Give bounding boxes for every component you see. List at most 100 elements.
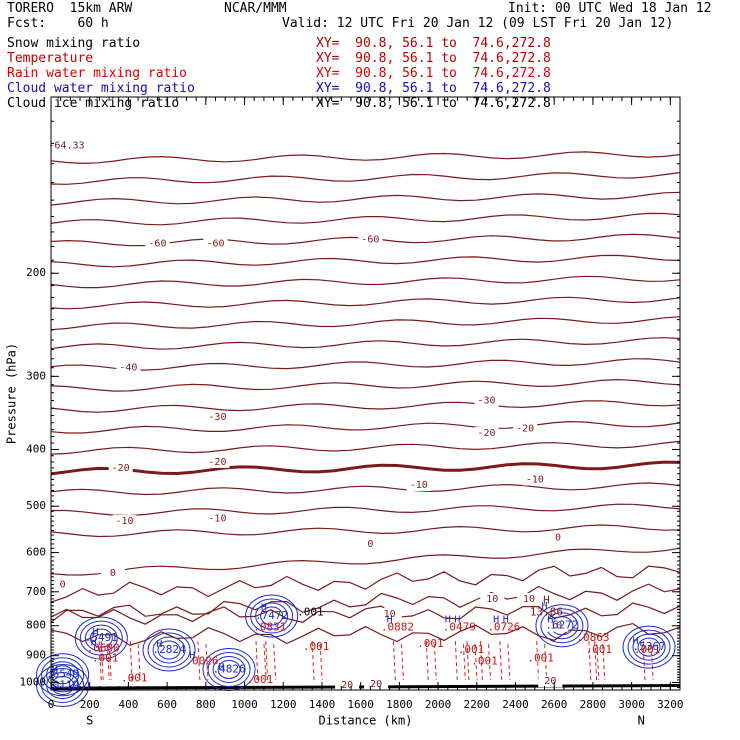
isotherm-label: 0 [60,579,66,590]
cloud-water-contour [260,606,284,626]
isotherm-label: 0 [110,568,116,579]
y-tick-label: 600 [26,546,46,559]
high-marker: H [156,639,162,650]
high-marker: H [503,614,509,625]
legend-snow-xy: XY= 90.8, 56.1 to 74.6,272.8 [316,36,551,51]
cloud-water-contour [147,632,191,668]
x-tick-label: 600 [157,698,177,711]
high-marker: H [92,627,98,638]
cloud-water-contour [535,604,589,648]
snow-max-marker: H [543,594,550,607]
isotherm-label: -20 [112,463,130,474]
isotherm-line [50,358,681,371]
rain-label: .001 [303,640,330,653]
isotherm-line [50,275,681,289]
rain-contour [425,641,437,683]
high-marker: H [261,603,267,614]
x-axis-label: Distance (km) [319,714,413,728]
cloud-water-label: .6272 [545,619,578,632]
isotherm-label: 10 [384,609,396,620]
high-marker: H [454,614,460,625]
cloud-water-contour [627,629,671,665]
cloud-water-label: .0119 [46,679,79,692]
rain-contour [100,641,112,683]
x-tick-label: 1000 [231,698,258,711]
rain-label: .0726 [487,620,520,633]
cloud-water-contour [152,636,186,664]
valid-time: Valid: 12 UTC Fri 20 Jan 12 (09 LST Fri … [282,16,674,31]
isotherm-line [50,212,681,226]
isotherm-line [50,440,681,455]
rain-contour [265,641,277,683]
y-tick-label: 700 [26,585,46,598]
cloud-water-contour [41,668,85,704]
rain-contour [588,641,600,683]
high-marker: H [632,636,638,647]
high-marker: H [547,614,553,625]
rain-label: .001 [458,643,485,656]
isotherm-label: -60 [148,239,166,250]
cloud-water-contour [51,676,75,696]
x-tick-label: 400 [118,698,138,711]
cloud-water-label: .7472 [255,609,288,622]
rain-label: .001 [527,652,554,665]
isotherm-label: -20 [208,457,226,468]
rain-contour [311,641,323,683]
rain-contour [480,641,492,683]
cloud-water-contour [79,620,123,656]
x-tick-label: 1200 [270,698,297,711]
legend-temp-xy: XY= 90.8, 56.1 to 74.6,272.8 [316,51,551,66]
isotherm-line [50,524,681,538]
isotherm-line [50,171,681,185]
x-tick-label: 1600 [347,698,374,711]
x-tick-label: 0 [48,698,55,711]
x-tick-label: 1400 [309,698,336,711]
rain-contour [642,641,654,683]
model-name: TORERO 15km ARW [7,1,133,16]
cloud-water-contour [142,628,196,672]
plot-frame [50,96,681,691]
y-tick-label: 200 [26,266,46,279]
isotherm-line [50,583,681,623]
isotherm-label: -30 [477,396,495,407]
rain-contour [499,641,511,683]
rain-contour [392,641,404,683]
legend-cloudwater-name: Cloud water mixing ratio [7,81,195,96]
rain-contour [466,641,478,683]
x-tick-label: 1800 [386,698,413,711]
legend-temp-name: Temperature [7,51,94,66]
isotherm-line [50,602,681,625]
rain-label: .0882 [381,620,414,633]
cloud-water-label: .5491 [85,631,118,644]
cloud-water-contour [89,628,113,648]
cloud-water-contour [212,655,246,683]
isotherm-label: -64.33 [48,140,84,151]
isotherm-line [50,191,681,206]
cloud-water-contour [36,664,90,708]
x-tick-label: 200 [80,698,100,711]
cloud-water-contour [207,651,251,687]
cloud-water-label: .5367 [632,640,665,653]
isotherm-line [50,460,681,476]
isotherm-label: -40 [119,363,137,374]
x-tick-label: 2800 [580,698,607,711]
cloud-water-label: .6549 [46,668,79,681]
rain-label: .0831 [253,620,286,633]
isotherm-line [50,420,681,434]
cloud-water-contour [84,624,118,652]
legend-snow-name: Snow mixing ratio [7,36,141,51]
legend-ice-xy: XY= 90.8, 56.1 to 74.6,272.8 [316,96,551,111]
cloud-water-contour [637,637,661,657]
isotherm-label: 20 [370,679,382,690]
cloud-water-contour [74,616,128,660]
isotherm-label: 10 [550,621,562,632]
ice-label: .001 [297,606,324,619]
forecast-hour: Fcst: 60 h [7,16,109,31]
cloud-water-contour [36,653,90,697]
legend-ice-name: Cloud ice mixing ratio [7,96,180,111]
high-marker: H [218,662,224,673]
cloud-water-contour [217,659,241,679]
legend-cloudwater-xy: XY= 90.8, 56.1 to 74.6,272.8 [316,81,551,96]
x-tick-label: 2400 [502,698,529,711]
